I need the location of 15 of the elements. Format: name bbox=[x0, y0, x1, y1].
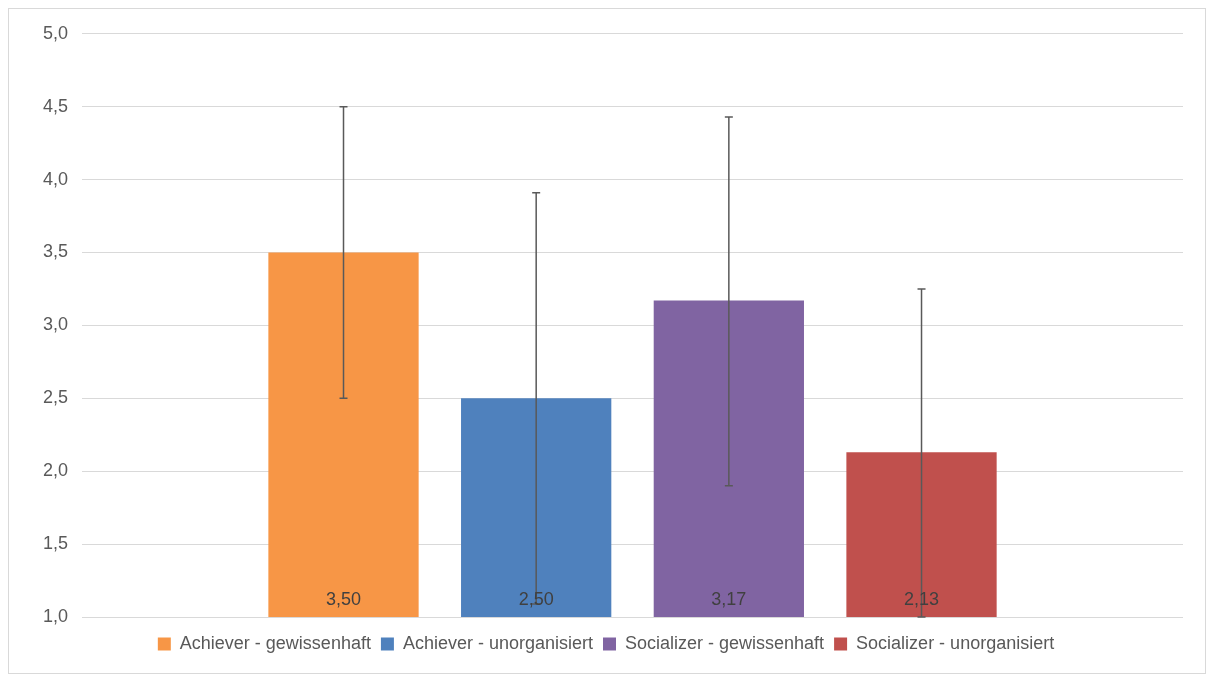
y-tick-label: 3,5 bbox=[42, 241, 69, 262]
data-label: 3,50 bbox=[325, 588, 362, 609]
data-label: 3,17 bbox=[711, 588, 747, 609]
y-tick-label: 3,0 bbox=[42, 314, 69, 335]
legend-label: Socializer - unorganisiert bbox=[856, 632, 1055, 653]
y-tick-label: 5,0 bbox=[42, 22, 69, 43]
y-tick-label: 1,0 bbox=[42, 605, 69, 626]
y-tick-label: 2,0 bbox=[42, 460, 69, 481]
y-tick-label: 1,5 bbox=[42, 533, 69, 554]
legend-label: Achiever - gewissenhaft bbox=[179, 632, 371, 653]
y-tick-label: 4,0 bbox=[42, 168, 69, 189]
y-tick-label: 2,5 bbox=[42, 387, 69, 408]
legend-label: Socializer - gewissenhaft bbox=[625, 632, 825, 653]
y-tick-label: 4,5 bbox=[42, 95, 69, 116]
legend-label: Achiever - unorganisiert bbox=[402, 632, 594, 653]
